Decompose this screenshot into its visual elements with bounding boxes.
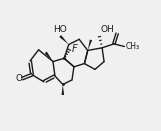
Polygon shape	[88, 40, 92, 50]
Polygon shape	[45, 52, 53, 62]
Polygon shape	[59, 35, 69, 45]
Text: CH₃: CH₃	[126, 42, 140, 51]
Text: OH: OH	[100, 25, 114, 34]
Text: HO: HO	[53, 25, 66, 34]
Text: O: O	[16, 74, 23, 83]
Polygon shape	[62, 84, 64, 95]
Text: F: F	[71, 44, 77, 54]
